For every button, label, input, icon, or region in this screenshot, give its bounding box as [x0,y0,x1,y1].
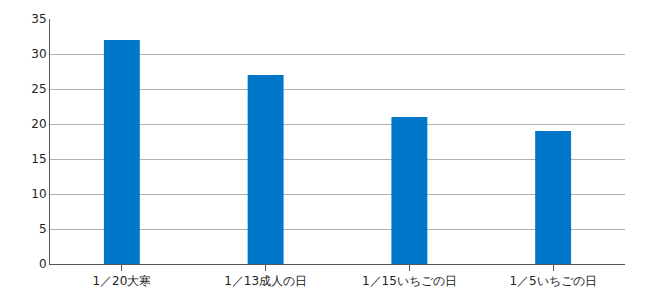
svg-text:5: 5 [39,222,47,236]
svg-text:1／5いちごの日: 1／5いちごの日 [509,274,596,288]
svg-text:20: 20 [31,117,46,131]
svg-text:30: 30 [31,47,46,61]
svg-text:35: 35 [31,12,46,26]
svg-text:25: 25 [31,82,46,96]
svg-text:0: 0 [39,257,47,271]
svg-text:1／13成人の日: 1／13成人の日 [224,274,307,288]
svg-text:15: 15 [31,152,46,166]
svg-text:10: 10 [31,187,46,201]
svg-text:1／15いちごの日: 1／15いちごの日 [362,274,457,288]
svg-text:1／20大寒: 1／20大寒 [92,274,151,288]
